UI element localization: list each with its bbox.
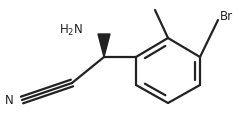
- Text: N: N: [5, 93, 14, 107]
- Polygon shape: [98, 34, 110, 57]
- Text: H$_2$N: H$_2$N: [59, 22, 83, 38]
- Text: Br: Br: [220, 11, 233, 24]
